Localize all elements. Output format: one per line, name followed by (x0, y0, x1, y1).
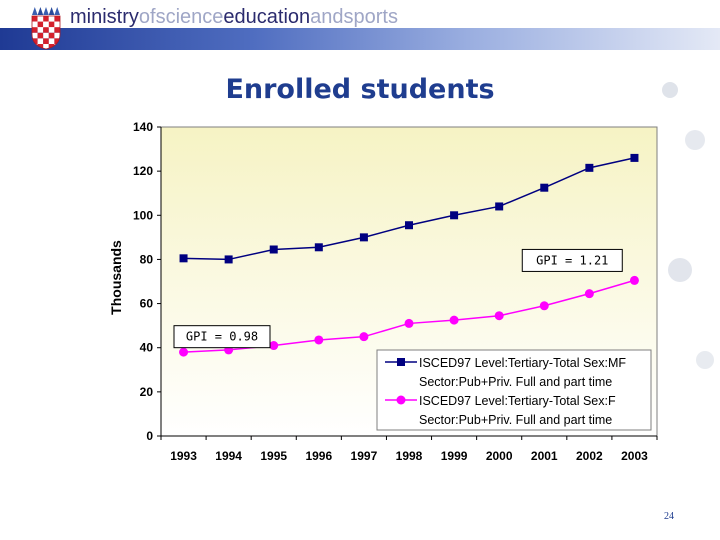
data-point (359, 332, 369, 342)
y-tick-label: 20 (140, 385, 154, 399)
logo-part-andsports: andsports (310, 6, 398, 28)
legend-box (376, 349, 652, 431)
y-axis: 0 20 40 60 80 100 120 140 (133, 120, 162, 443)
legend-marker (396, 395, 406, 405)
x-tick-label: 2003 (621, 449, 648, 463)
data-point (269, 245, 278, 254)
data-point (630, 153, 639, 162)
annotation-text: GPI = 0.98 (186, 330, 258, 344)
ministry-logo-text: ministryofscienceeducationandsports (70, 6, 398, 29)
chart-legend: ISCED97 Level:Tertiary-Total Sex:MF Secto… (376, 349, 652, 431)
logo-part-ofscience: ofscience (138, 6, 224, 28)
data-point (495, 202, 504, 211)
x-tick-label: 1998 (396, 449, 423, 463)
y-tick-label: 120 (133, 164, 153, 178)
slide-header: ministryofscienceeducationandsports (0, 0, 720, 58)
y-tick-label: 80 (140, 252, 154, 266)
x-tick-label: 2001 (531, 449, 558, 463)
data-point (629, 275, 639, 285)
legend-label-line1: ISCED97 Level:Tertiary-Total Sex:MF (419, 356, 626, 370)
y-tick-label: 140 (133, 120, 153, 134)
slide-title: Enrolled students (225, 74, 495, 105)
legend-label-line1: ISCED97 Level:Tertiary-Total Sex:F (419, 394, 616, 408)
data-point (359, 233, 368, 242)
data-point (314, 243, 323, 252)
data-point (539, 301, 549, 311)
y-tick-label: 100 (133, 208, 153, 222)
logo-part-education: education (223, 6, 311, 28)
data-point (449, 315, 459, 325)
annotation-layer: GPI = 1.21 GPI = 0.98 (173, 248, 623, 349)
data-point (584, 289, 594, 299)
x-tick-label: 2002 (576, 449, 603, 463)
data-point (494, 311, 504, 321)
x-tick-label: 1997 (351, 449, 378, 463)
y-axis-label: Thousands (108, 240, 124, 315)
legend-marker (397, 358, 405, 366)
y-tick-label: 0 (146, 429, 153, 443)
y-tick-label: 40 (140, 341, 154, 355)
gpi-annotation: GPI = 0.98 (173, 325, 271, 349)
data-point (540, 183, 549, 192)
series-0 (179, 153, 639, 264)
y-tick-label: 60 (140, 297, 154, 311)
gpi-annotation: GPI = 1.21 (521, 248, 623, 272)
x-tick-label: 1994 (215, 449, 242, 463)
data-point (404, 318, 414, 328)
decorative-background-shapes (662, 82, 714, 369)
data-point (179, 254, 188, 263)
series-layer (179, 153, 639, 357)
data-point (269, 341, 279, 351)
data-point (585, 163, 594, 172)
x-tick-label: 1999 (441, 449, 468, 463)
page-number: 24 (664, 511, 674, 522)
annotation-box (173, 325, 271, 349)
data-point (224, 255, 233, 264)
annotation-text: GPI = 1.21 (536, 253, 608, 267)
data-point (314, 335, 324, 345)
data-point (179, 347, 189, 357)
x-tick-label: 1995 (260, 449, 287, 463)
data-point (405, 221, 413, 230)
annotation-box (521, 248, 623, 272)
header-band (0, 28, 720, 50)
x-tick-label: 2000 (486, 449, 513, 463)
x-axis: 1993 1994 1995 1996 1997 1998 1999 2000 2001 2002… (160, 435, 658, 463)
legend-entry: ISCED97 Level:Tertiary-Total Sex:F Sector… (385, 394, 616, 427)
data-point (450, 211, 459, 220)
legend-label-line2: Sector:Pub+Priv. Full and part time (419, 413, 612, 427)
logo-part-ministry: ministry (70, 6, 139, 28)
legend-entry: ISCED97 Level:Tertiary-Total Sex:MF Secto… (385, 356, 626, 389)
x-tick-label: 1993 (170, 449, 197, 463)
croatian-coat-of-arms-icon (31, 7, 61, 50)
legend-label-line2: Sector:Pub+Priv. Full and part time (419, 375, 612, 389)
x-tick-label: 1996 (305, 449, 332, 463)
